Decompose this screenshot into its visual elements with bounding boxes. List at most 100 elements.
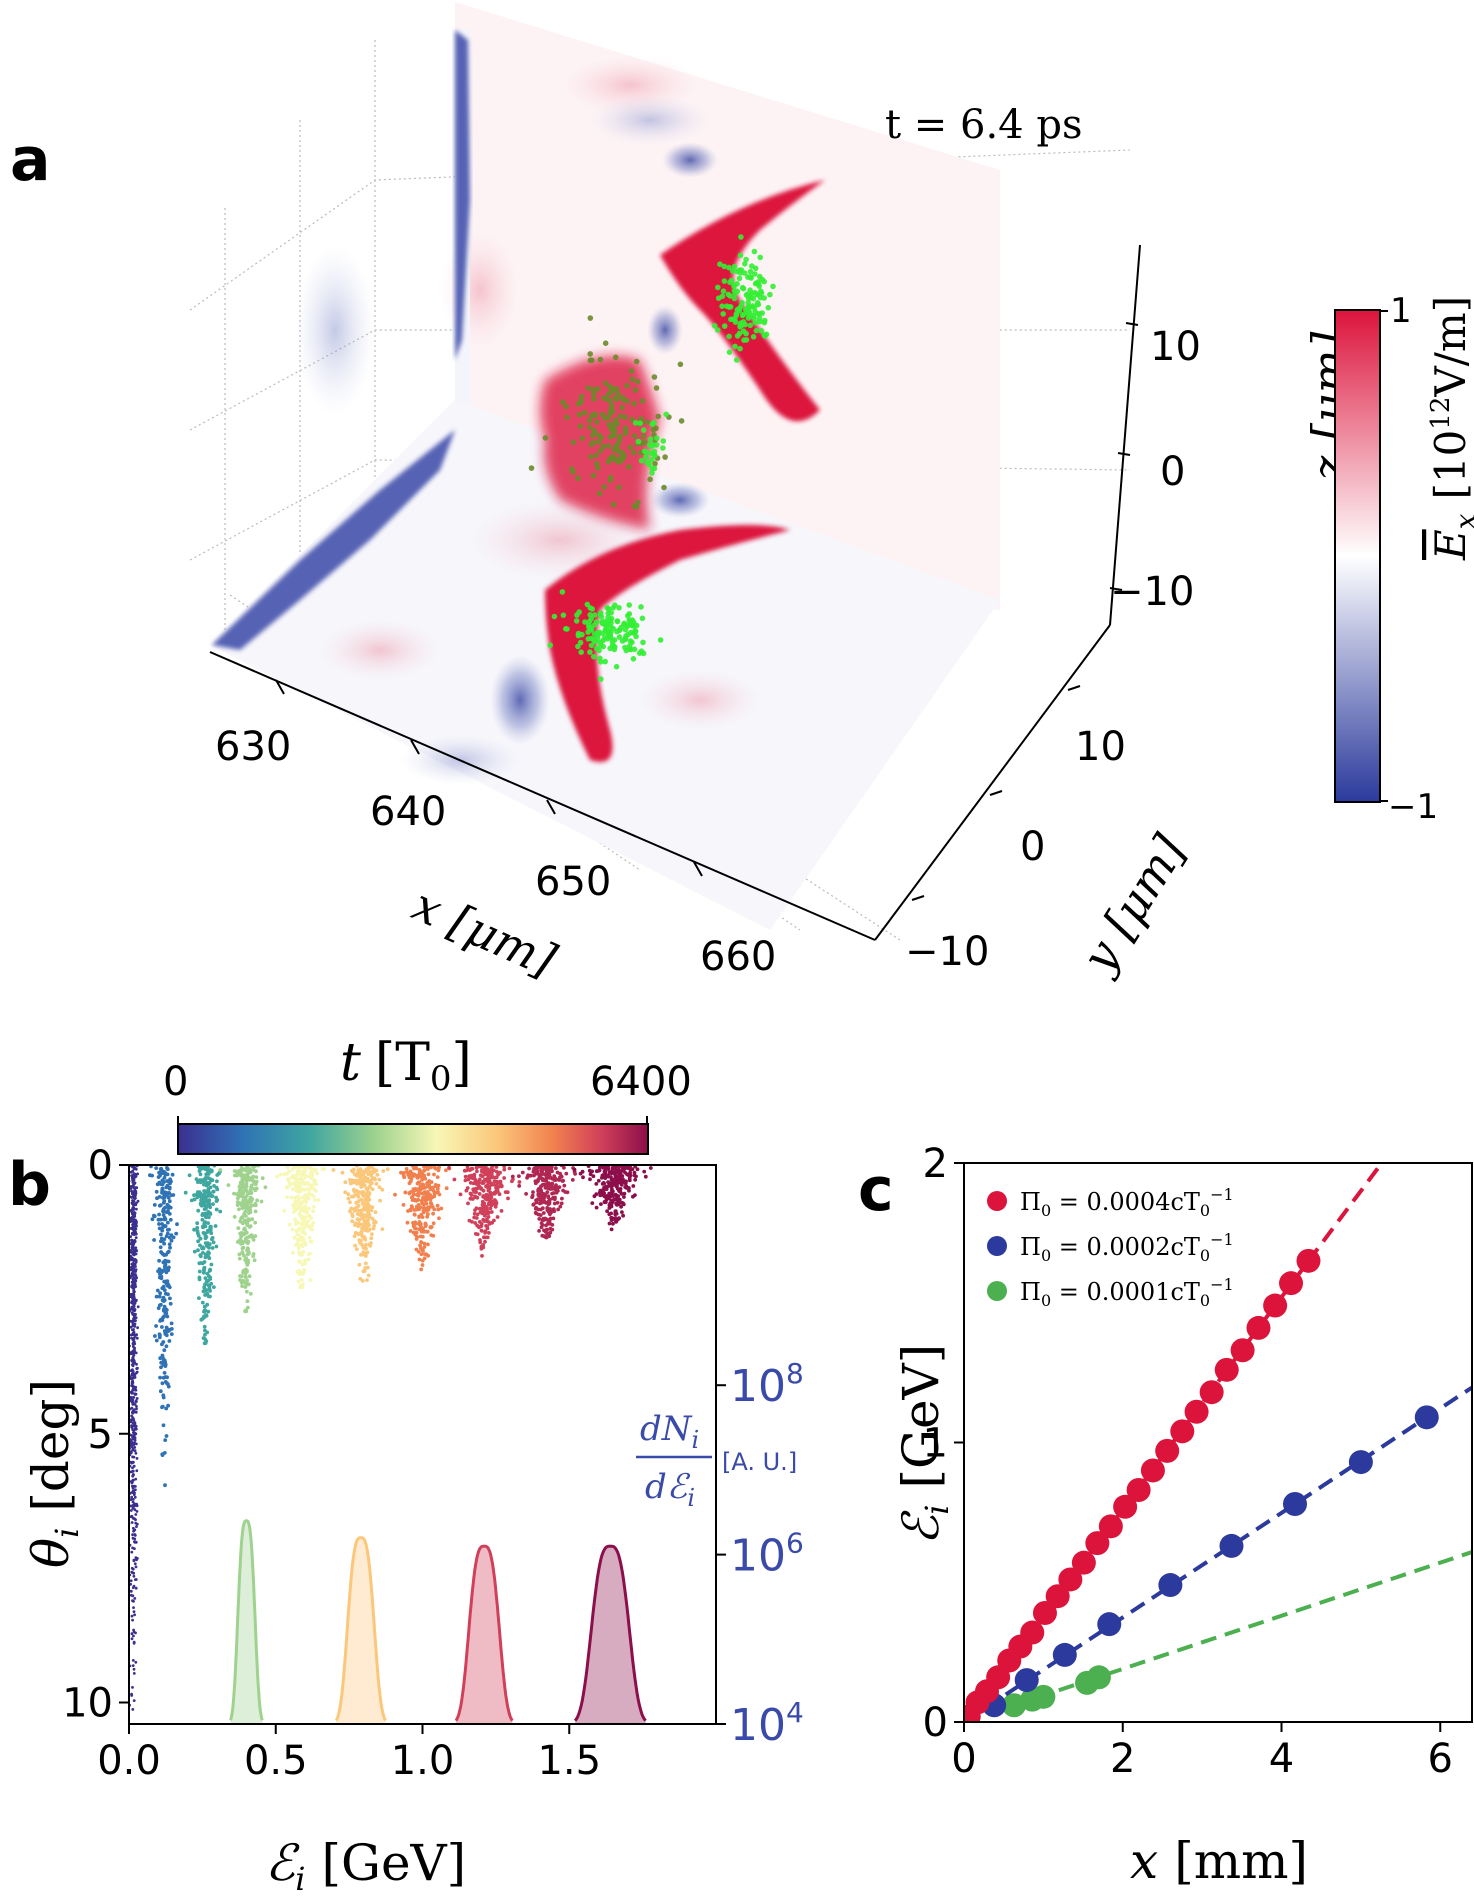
scatter-point-t5600: [479, 1246, 484, 1251]
scatter-point-t0: [133, 1449, 137, 1453]
particle-a-2: [647, 442, 653, 448]
particle-a-1: [633, 358, 640, 365]
scatter-point-t3200: [298, 1176, 303, 1181]
b-y-tick-label: 5: [88, 1412, 113, 1458]
scatter-point-t1600: [187, 1173, 192, 1178]
scatter-point-t0: [125, 1305, 128, 1308]
scatter-point-t3200: [287, 1169, 292, 1174]
scatter-point-t5600: [487, 1202, 491, 1207]
scatter-point-t0: [135, 1407, 138, 1411]
scatter-point-t3200: [287, 1222, 292, 1227]
scatter-point-t800: [160, 1190, 164, 1195]
scatter-point-t2400: [253, 1209, 258, 1214]
scatter-point-t5600: [493, 1204, 498, 1209]
scatter-point-t6000: [555, 1200, 560, 1205]
colorbar-b-label: t [T0]: [340, 1033, 472, 1099]
scatter-point-t6400: [605, 1209, 609, 1213]
scatter-point-t4800: [428, 1225, 433, 1230]
scatter-point-t800: [157, 1222, 161, 1226]
scatter-point-t5600: [465, 1186, 470, 1190]
particle-a-1: [634, 378, 641, 385]
scatter-point-t3200: [289, 1195, 294, 1200]
scatter-point-t6000: [556, 1207, 560, 1212]
scatter-point-t4000: [361, 1216, 366, 1220]
scatter-point-t800: [159, 1365, 163, 1370]
scatter-point-t4800: [435, 1186, 440, 1191]
scatter-point-t800: [160, 1342, 164, 1347]
scatter-point-t0: [131, 1333, 135, 1336]
particle-a-0: [731, 295, 738, 302]
scatter-point-t800: [158, 1389, 163, 1394]
scatter-point-t4000: [380, 1187, 385, 1192]
scatter-point-t6000: [545, 1181, 550, 1186]
scatter-point-t2400: [251, 1168, 256, 1172]
scatter-point-t6400: [606, 1174, 610, 1179]
scatter-point-t4800: [430, 1185, 435, 1190]
particle-a-1: [542, 435, 549, 441]
colorbar-b-gradient: [177, 1123, 649, 1155]
scatter-point-t2400: [254, 1175, 259, 1180]
scatter-point-t0: [131, 1447, 135, 1450]
scatter-point-t3200: [296, 1239, 301, 1243]
scatter-point-t4800: [431, 1189, 436, 1193]
scatter-point-t4000: [352, 1234, 357, 1239]
scatter-point-t0: [133, 1613, 137, 1617]
scatter-point-t4000: [359, 1222, 364, 1227]
scatter-point-t4800: [409, 1177, 414, 1181]
scatter-point-t0: [135, 1525, 138, 1528]
particle-a-1: [626, 464, 632, 470]
scatter-point-t0: [134, 1578, 138, 1581]
scatter-point-t3200: [300, 1278, 304, 1282]
scatter-point-t2400: [252, 1258, 257, 1263]
scatter-point-t2400: [246, 1250, 251, 1255]
particle-a-0: [719, 303, 725, 310]
scatter-point-t6000: [535, 1197, 540, 1202]
particle-a-1: [629, 416, 635, 423]
scatter-point-t0: [134, 1503, 138, 1507]
scatter-point-t6400: [623, 1185, 628, 1189]
scatter-point-t2400: [232, 1173, 237, 1178]
scatter-point-t0: [134, 1273, 137, 1276]
scatter-point-t1600: [192, 1197, 197, 1202]
particle-a-0: [729, 316, 736, 323]
scatter-point-t0: [132, 1302, 136, 1306]
particle-a-2: [648, 450, 655, 457]
particle-a-0: [724, 303, 730, 310]
scatter-point-t1600: [202, 1308, 207, 1313]
scatter-point-t6400: [607, 1206, 612, 1210]
particle-a-0: [737, 345, 743, 352]
scatter-point-t6400: [642, 1169, 647, 1174]
particle-a-1: [622, 425, 629, 432]
scatter-point-t4800: [422, 1245, 427, 1249]
scatter-point-t800: [161, 1423, 166, 1428]
particle-a-0: [747, 268, 754, 275]
scatter-point-t800: [160, 1222, 165, 1226]
particle-a-1: [615, 459, 622, 465]
particle-a-3: [622, 626, 629, 633]
scatter-point-t1600: [203, 1293, 208, 1297]
scatter-point-t4000: [362, 1169, 367, 1174]
scatter-point-t0: [131, 1659, 135, 1662]
scatter-point-t4000: [365, 1250, 370, 1255]
scatter-point-t0: [133, 1562, 137, 1566]
scatter-point-t800: [174, 1231, 179, 1236]
scatter-point-t5600: [502, 1167, 507, 1172]
scatter-point-t4000: [355, 1182, 359, 1186]
scatter-point-t800: [167, 1339, 172, 1343]
scatter-point-t3200: [306, 1195, 310, 1200]
particle-a-1: [655, 413, 661, 420]
particle-a-1: [601, 395, 607, 401]
scatter-point-t6000: [541, 1172, 545, 1176]
particle-a-3: [611, 637, 618, 643]
scatter-point-t800: [157, 1226, 162, 1231]
scatter-point-t800: [170, 1172, 175, 1177]
scatter-point-t2400: [238, 1182, 243, 1187]
scatter-point-t2400: [248, 1167, 252, 1172]
scatter-point-t4000: [361, 1172, 366, 1177]
particle-a-1: [635, 499, 641, 506]
scatter-point-t2400: [240, 1284, 245, 1288]
scatter-point-t0: [132, 1610, 136, 1613]
scatter-point-t0: [132, 1672, 136, 1675]
scatter-point-t4000: [363, 1228, 368, 1233]
scatter-point-t800: [167, 1199, 172, 1204]
